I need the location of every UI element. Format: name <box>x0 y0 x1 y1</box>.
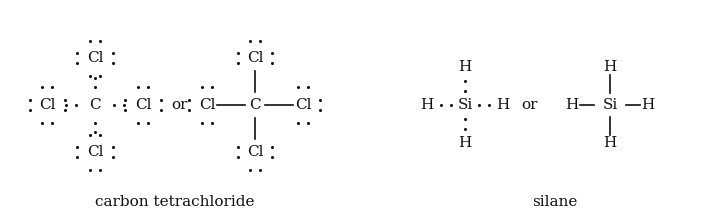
Text: H: H <box>420 98 433 112</box>
Text: Cl: Cl <box>38 98 55 112</box>
Text: Cl: Cl <box>199 98 215 112</box>
Text: H: H <box>458 136 472 150</box>
Text: Cl: Cl <box>86 51 103 65</box>
Text: Cl: Cl <box>295 98 311 112</box>
Text: Cl: Cl <box>247 145 264 159</box>
Text: Si: Si <box>603 98 618 112</box>
Text: Cl: Cl <box>247 51 264 65</box>
Text: C: C <box>249 98 261 112</box>
Text: or: or <box>522 98 538 112</box>
Text: H: H <box>641 98 655 112</box>
Text: or: or <box>172 98 188 112</box>
Text: H: H <box>497 98 510 112</box>
Text: silane: silane <box>532 195 578 209</box>
Text: C: C <box>89 98 101 112</box>
Text: Si: Si <box>457 98 473 112</box>
Text: Cl: Cl <box>135 98 151 112</box>
Text: H: H <box>458 60 472 74</box>
Text: carbon tetrachloride: carbon tetrachloride <box>95 195 255 209</box>
Text: H: H <box>566 98 579 112</box>
Text: H: H <box>603 136 616 150</box>
Text: H: H <box>603 60 616 74</box>
Text: Cl: Cl <box>86 145 103 159</box>
